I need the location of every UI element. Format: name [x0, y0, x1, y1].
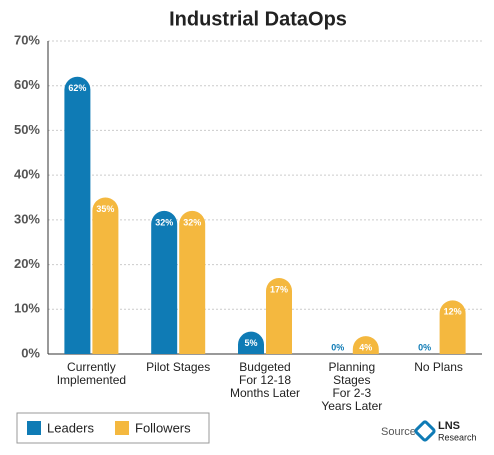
value-label: 32% — [155, 217, 173, 227]
logo-icon — [414, 420, 436, 442]
bar — [238, 331, 264, 354]
legend-swatch — [115, 421, 129, 435]
source-label: Source: — [381, 426, 419, 438]
logo-text: LNS — [438, 420, 460, 432]
y-tick-label: 30% — [14, 211, 40, 226]
bar — [266, 277, 292, 354]
x-tick-label: No Plans — [414, 360, 463, 374]
y-tick-label: 50% — [14, 122, 40, 137]
value-label: 5% — [244, 338, 257, 348]
value-label: 4% — [359, 342, 372, 352]
value-label: 0% — [331, 342, 344, 352]
y-tick-label: 40% — [14, 167, 40, 182]
legend-swatch — [27, 421, 41, 435]
y-tick-label: 20% — [14, 256, 40, 271]
x-tick-label: Planning Stages For 2-3 Years Later — [321, 360, 382, 413]
value-label: 17% — [270, 284, 288, 294]
value-label: 35% — [96, 204, 114, 214]
y-tick-label: 70% — [14, 32, 40, 47]
legend-box — [16, 412, 210, 444]
bar — [352, 336, 379, 354]
x-tick-label: Pilot Stages — [146, 360, 210, 374]
x-tick-label: Currently Implemented — [57, 360, 126, 387]
value-label: 32% — [183, 217, 201, 227]
bar — [179, 210, 206, 354]
bar — [64, 76, 91, 355]
value-label: 12% — [444, 307, 462, 317]
y-tick-label: 60% — [14, 77, 40, 92]
legend-label: Leaders — [47, 420, 94, 435]
bar — [92, 197, 119, 354]
bar — [439, 300, 466, 354]
logo-text: Research — [438, 432, 477, 442]
bar — [151, 210, 178, 354]
x-tick-label: Budgeted For 12-18 Months Later — [230, 360, 300, 400]
y-tick-label: 10% — [14, 301, 40, 316]
value-label: 0% — [418, 342, 431, 352]
value-label: 62% — [68, 83, 86, 93]
legend-label: Followers — [135, 420, 191, 435]
chart-title: Industrial DataOps — [169, 8, 347, 30]
y-tick-label: 0% — [21, 345, 40, 360]
